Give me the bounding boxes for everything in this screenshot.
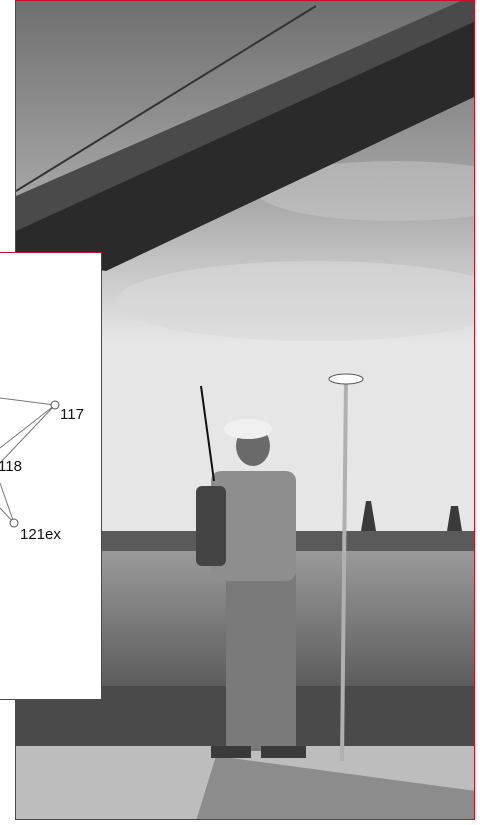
network-diagram-inset: 117 118 121ex — [0, 252, 102, 700]
network-point-117 — [50, 400, 60, 410]
bridge-truss — [16, 1, 474, 231]
gps-antenna — [328, 373, 364, 385]
point-label-117: 117 — [60, 406, 84, 423]
network-link — [0, 397, 56, 406]
point-label-118: 118 — [0, 458, 22, 475]
network-diagram — [0, 397, 60, 528]
surveyor — [196, 385, 306, 758]
network-link — [0, 404, 56, 449]
network-point-121ex — [9, 518, 19, 528]
crane — [361, 501, 376, 531]
point-label-121ex: 121ex — [20, 526, 61, 543]
gps-pole — [340, 378, 348, 762]
crane — [447, 506, 462, 531]
bridge-cable — [16, 5, 317, 192]
network-link — [0, 404, 56, 464]
cloud — [256, 161, 474, 221]
network-link — [0, 482, 15, 524]
cloud — [116, 261, 474, 341]
shadow — [196, 756, 474, 819]
